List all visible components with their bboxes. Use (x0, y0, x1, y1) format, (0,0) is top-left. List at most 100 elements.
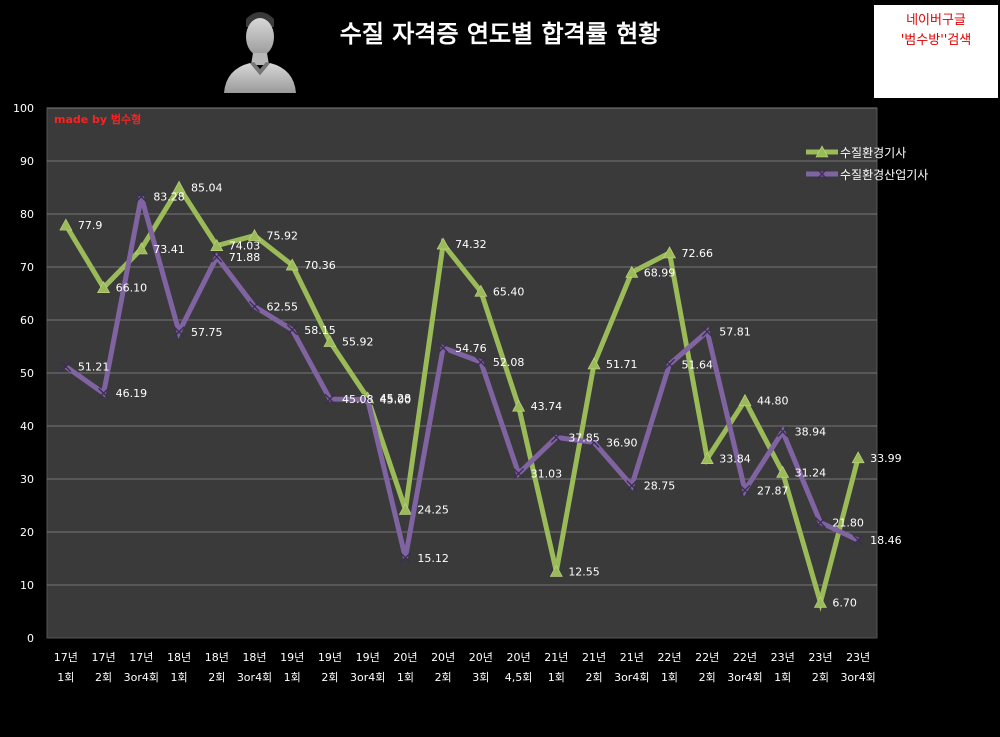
x-tick-label-round: 4,5회 (505, 671, 533, 684)
x-tick-label-year: 19년 (356, 651, 380, 664)
x-tick-label-round: 2회 (435, 671, 452, 684)
data-point (324, 393, 336, 405)
data-label: 72.66 (682, 247, 714, 260)
y-tick-label: 40 (20, 420, 34, 433)
y-tick-label: 100 (13, 102, 34, 115)
data-label: 15.12 (417, 552, 449, 565)
y-tick-label: 50 (20, 367, 34, 380)
x-tick-label-year: 17년 (54, 651, 78, 664)
y-tick-label: 80 (20, 208, 34, 221)
data-label: 45.08 (342, 393, 374, 406)
data-label: 73.41 (153, 243, 185, 256)
data-point (436, 237, 450, 250)
data-label: 21.80 (832, 516, 864, 529)
y-tick-label: 90 (20, 155, 34, 168)
data-label: 12.55 (568, 565, 600, 578)
x-tick-label-round: 3or4회 (237, 671, 272, 684)
data-label: 62.55 (267, 300, 299, 313)
data-label: 31.03 (531, 468, 563, 481)
x-tick-label-year: 18년 (205, 651, 229, 664)
data-point (398, 502, 412, 515)
data-point (664, 358, 675, 370)
data-point (550, 431, 562, 443)
data-label: 54.76 (455, 342, 487, 355)
y-tick-label: 0 (27, 632, 34, 645)
data-label: 51.64 (682, 358, 714, 371)
x-tick-label-year: 20년 (507, 651, 531, 664)
data-label: 68.99 (644, 266, 676, 279)
person-silhouette-icon (224, 12, 296, 93)
series-line (64, 195, 860, 559)
data-point (777, 426, 789, 438)
data-label: 37.85 (568, 431, 600, 444)
data-label: 74.32 (455, 238, 487, 251)
x-tick-label-year: 21년 (582, 651, 606, 664)
y-tick-label: 30 (20, 473, 34, 486)
x-tick-label-year: 19년 (318, 651, 342, 664)
x-tick-label-round: 3or4회 (350, 671, 385, 684)
data-point (211, 251, 223, 263)
legend-label: 수질환경산업기사 (840, 168, 928, 182)
data-label: 55.92 (342, 336, 374, 349)
data-label: 28.75 (644, 480, 676, 493)
data-label: 77.9 (78, 219, 103, 232)
data-point (701, 326, 713, 338)
x-tick-label-year: 20년 (469, 651, 493, 664)
data-label: 71.88 (229, 251, 260, 264)
data-label: 66.10 (116, 282, 148, 295)
x-tick-label-year: 18년 (167, 651, 191, 664)
notice-line-2: '범수방''검색 (900, 33, 972, 48)
data-point (815, 145, 829, 158)
data-label: 45.28 (380, 392, 412, 405)
data-label: 58.15 (304, 324, 336, 337)
y-tick-label: 60 (20, 314, 34, 327)
x-tick-label-year: 20년 (431, 651, 455, 664)
data-point (210, 239, 224, 251)
x-tick-label-year: 22년 (695, 651, 719, 664)
data-label: 45.00 (380, 394, 412, 407)
data-point (662, 246, 677, 259)
data-point (738, 393, 752, 406)
data-point (625, 265, 639, 278)
x-tick-label-year: 20년 (393, 651, 417, 664)
data-label: 18.46 (870, 534, 902, 547)
data-point (852, 534, 864, 546)
data-point (512, 399, 526, 412)
x-tick-label-round: 2회 (812, 671, 829, 684)
data-point (814, 516, 826, 528)
data-label: 27.87 (757, 484, 789, 497)
x-tick-label-round: 1회 (661, 671, 678, 684)
data-label: 33.99 (870, 452, 902, 465)
data-point (739, 484, 751, 496)
x-tick-label-year: 21년 (620, 651, 644, 664)
watermark: made by 범수형 (54, 112, 141, 126)
data-label: 57.75 (191, 326, 223, 339)
data-point (286, 324, 298, 336)
series-line (63, 182, 861, 612)
chart-title: 수질 자격증 연도별 합격률 현황 (339, 20, 661, 48)
data-label: 75.92 (267, 230, 299, 243)
data-point (437, 342, 449, 354)
x-tick-label-year: 18년 (242, 651, 266, 664)
y-tick-label: 20 (20, 526, 34, 539)
y-tick-label: 10 (20, 579, 34, 592)
data-label: 51.21 (78, 361, 110, 374)
data-label: 33.84 (719, 453, 751, 466)
x-tick-label-round: 2회 (699, 671, 716, 684)
data-point (135, 191, 147, 203)
data-label: 74.03 (229, 240, 260, 253)
x-tick-label-year: 23년 (846, 651, 870, 664)
data-label: 52.08 (493, 356, 525, 369)
x-tick-label-round: 3or4회 (124, 671, 159, 684)
data-label: 65.40 (493, 285, 525, 298)
x-tick-label-round: 1회 (170, 671, 187, 684)
x-tick-label-round: 1회 (774, 671, 791, 684)
data-point (362, 394, 374, 405)
data-label: 57.81 (719, 326, 751, 339)
data-point (98, 387, 110, 399)
x-tick-label-round: 1회 (284, 671, 301, 684)
data-point (813, 595, 827, 608)
x-tick-label-year: 23년 (808, 651, 832, 664)
data-point (247, 228, 262, 241)
